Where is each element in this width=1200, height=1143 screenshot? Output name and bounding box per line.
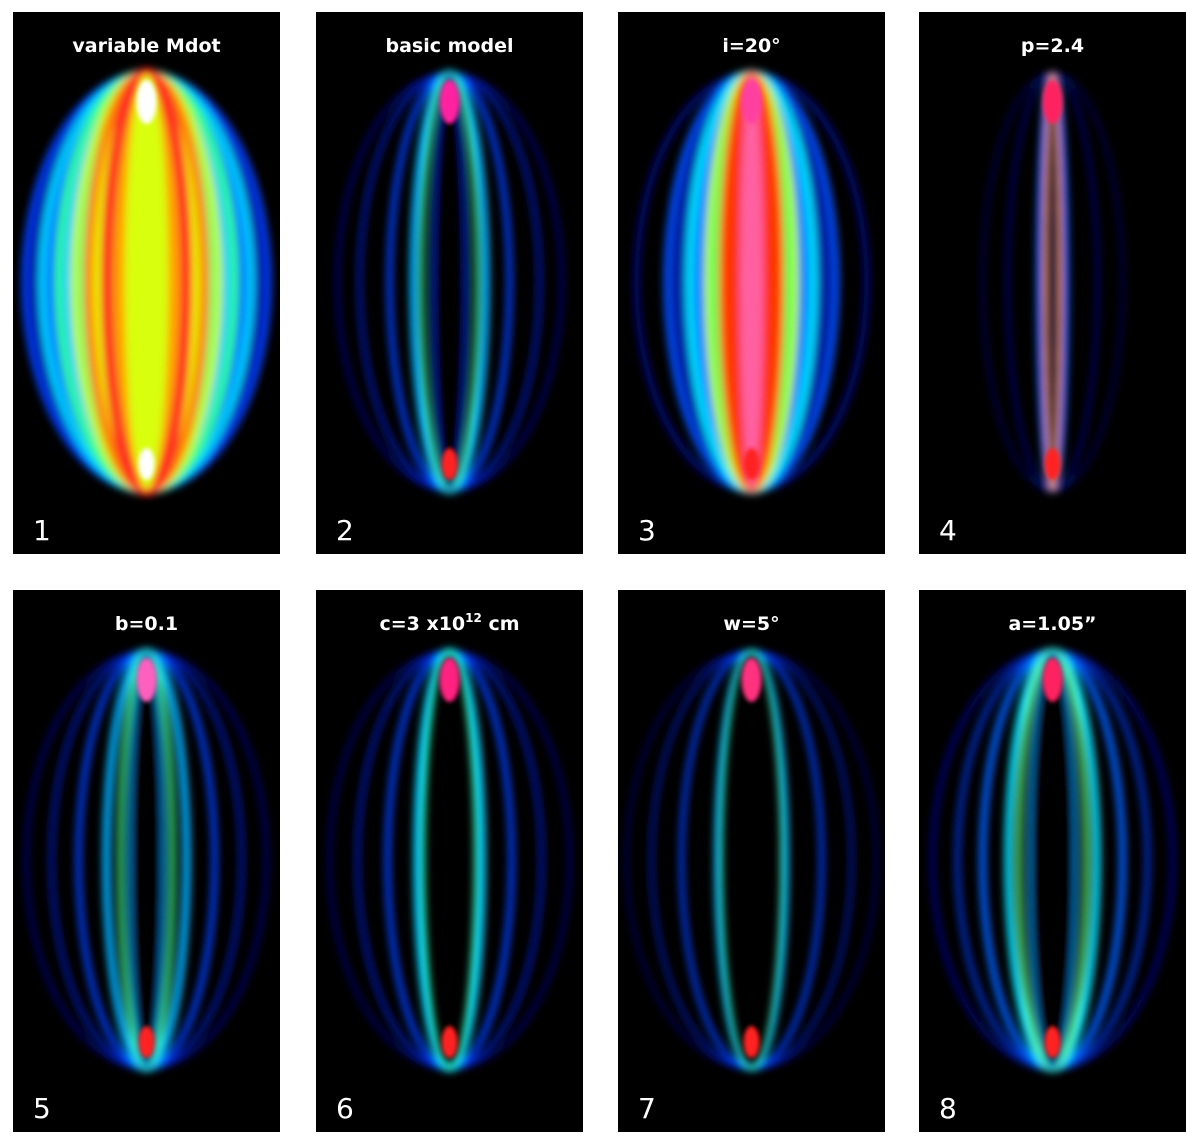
bright-tips: [136, 658, 157, 1058]
simulated-image: [21, 68, 272, 496]
tip: [441, 448, 458, 480]
panel-title: c=3 x1012 cm: [379, 611, 519, 635]
tip: [1042, 80, 1063, 124]
emission-ring: [1036, 71, 1069, 493]
panel-number: 4: [939, 514, 957, 547]
bright-tips: [439, 658, 460, 1058]
panel-title: a=1.05”: [1008, 613, 1096, 635]
tip: [743, 1026, 760, 1058]
bright-tips: [439, 80, 460, 480]
tip: [441, 1026, 458, 1058]
emission-ring: [422, 650, 477, 1070]
panel-title: variable Mdot: [72, 35, 220, 57]
emission-ring: [1043, 72, 1062, 492]
panel: basic model 2: [316, 12, 583, 554]
tip: [1044, 1026, 1061, 1058]
tip: [743, 448, 760, 480]
tip: [138, 1026, 155, 1058]
panel-number: 8: [939, 1092, 957, 1125]
tip: [741, 80, 762, 124]
simulated-image: [930, 648, 1175, 1072]
panel-title: i=20°: [722, 35, 780, 57]
tip: [1042, 658, 1063, 702]
panel-title: basic model: [386, 35, 514, 57]
simulated-image: [625, 649, 878, 1071]
panel: i=20° 3: [618, 12, 885, 554]
bright-tips: [1042, 658, 1063, 1058]
panel-number: 5: [33, 1092, 51, 1125]
simulated-image: [335, 70, 564, 494]
emission-ring: [430, 73, 469, 491]
bright-tips: [741, 80, 762, 480]
tip: [741, 658, 762, 702]
panel-number: 3: [638, 514, 656, 547]
panel: b=0.1 5: [13, 590, 280, 1132]
emission-ring: [1027, 650, 1078, 1070]
tip: [136, 658, 157, 702]
bright-tips: [1042, 80, 1063, 480]
panel-number: 6: [336, 1092, 354, 1125]
tip: [439, 80, 460, 124]
emission-ring: [127, 650, 166, 1070]
tip: [136, 80, 157, 124]
tip: [439, 658, 460, 702]
panel: variable Mdot 1: [13, 12, 280, 554]
panel-title: p=2.4: [1021, 35, 1084, 57]
emission-ring: [124, 74, 169, 490]
bright-tips: [136, 80, 157, 480]
panel-number: 2: [336, 514, 354, 547]
simulated-image: [327, 648, 572, 1072]
panel-title: w=5°: [723, 613, 779, 635]
simulated-image: [980, 71, 1125, 493]
panel: w=5° 7: [618, 590, 885, 1132]
simulated-image: [633, 70, 870, 494]
panel-number: 1: [33, 514, 51, 547]
panel: c=3 x1012 cm 6: [316, 590, 583, 1132]
emission-ring: [739, 74, 764, 490]
panel-title: b=0.1: [115, 613, 178, 635]
tip: [138, 448, 155, 480]
simulated-image: [24, 648, 269, 1072]
panel: p=2.4 4: [919, 12, 1186, 554]
tip: [1044, 448, 1061, 480]
emission-ring: [720, 651, 783, 1069]
panel: a=1.05” 8: [919, 590, 1186, 1132]
bright-tips: [741, 658, 762, 1058]
panel-number: 7: [638, 1092, 656, 1125]
